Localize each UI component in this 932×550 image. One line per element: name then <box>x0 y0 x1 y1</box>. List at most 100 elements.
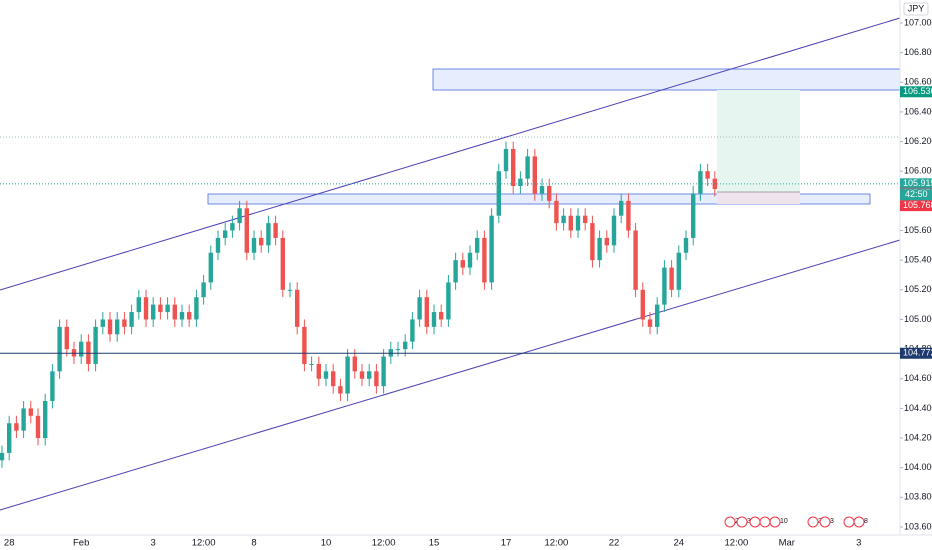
candle-body <box>619 200 624 216</box>
candle-body <box>345 356 350 394</box>
candle-body <box>539 186 545 194</box>
candle-body <box>359 371 365 379</box>
stop-area <box>717 192 800 204</box>
candle-body <box>165 304 170 313</box>
candle-body <box>410 319 415 342</box>
x-tick-label: 15 <box>429 538 440 549</box>
candle-body <box>503 148 509 172</box>
candle-body <box>374 371 379 387</box>
candle-body <box>151 304 156 320</box>
candle-body <box>676 252 681 290</box>
candle-body <box>302 326 307 364</box>
candle-body <box>79 341 84 357</box>
y-tick-label: 105.400 <box>904 255 932 265</box>
x-tick-label: 12:00 <box>725 538 749 549</box>
y-tick-label: 103.600 <box>904 521 932 531</box>
candle-body <box>215 237 221 253</box>
price-label-bg <box>900 200 932 212</box>
candle-body <box>403 341 408 350</box>
candle-body <box>467 252 473 268</box>
candle-body <box>237 208 242 224</box>
candle-body <box>395 349 401 351</box>
candle-body <box>626 200 631 231</box>
channel-lower <box>0 239 901 511</box>
resistance-zone <box>432 68 901 91</box>
countdown-bg <box>900 189 932 201</box>
candle-body <box>417 297 422 320</box>
price-label-bg <box>900 86 932 98</box>
candle-body <box>143 297 149 320</box>
candle-body <box>554 200 559 224</box>
target-area <box>717 90 800 192</box>
candle-body <box>316 363 321 379</box>
candle-body <box>43 400 48 439</box>
candle-body <box>0 452 5 461</box>
y-tick-label: 107.000 <box>904 17 932 27</box>
y-tick-label: 106.200 <box>904 136 932 146</box>
candle-body <box>280 237 285 290</box>
candle-body <box>244 208 249 253</box>
candle-body <box>259 237 264 246</box>
event-badge <box>853 516 865 528</box>
candle-body <box>14 423 19 431</box>
candle-body <box>64 326 69 350</box>
event-badge <box>724 516 736 528</box>
candle-body <box>122 319 127 327</box>
candle-body <box>187 312 192 320</box>
candle-body <box>446 282 451 320</box>
candle-body <box>431 312 437 327</box>
candle-body <box>496 171 501 216</box>
x-tick-label: 24 <box>674 538 685 549</box>
y-tick-label: 106.600 <box>904 77 932 87</box>
candle-body <box>575 215 581 231</box>
y-tick-label: 105.200 <box>904 284 932 294</box>
event-badge <box>769 516 781 528</box>
event-badge-label: 10 <box>780 518 788 525</box>
x-tick-label: Mar <box>779 538 795 549</box>
candle-body <box>647 319 653 327</box>
x-tick-label: 10 <box>321 538 332 549</box>
x-tick-label: 12:00 <box>192 538 216 549</box>
candle-body <box>100 319 105 327</box>
candle-body <box>547 186 552 201</box>
price-label: 105.915 <box>903 178 932 188</box>
candle-body <box>475 237 480 253</box>
event-badge <box>807 516 819 528</box>
x-tick-label: 12:00 <box>545 538 569 549</box>
y-tick-label: 104.200 <box>904 432 932 442</box>
candle-body <box>129 312 134 327</box>
candle-body <box>640 289 645 320</box>
candle-body <box>453 260 458 283</box>
candle-body <box>230 223 235 231</box>
candle-body <box>705 171 710 179</box>
candle-body <box>172 304 177 320</box>
event-badge <box>736 516 748 528</box>
candle-body <box>194 297 199 320</box>
y-tick-label: 105.600 <box>904 225 932 235</box>
candle-body <box>669 267 674 290</box>
y-tick-label: 105.000 <box>904 314 932 324</box>
candle-body <box>273 223 278 238</box>
candle-body <box>698 171 703 194</box>
candle-body <box>223 230 228 238</box>
candle-body <box>683 237 689 253</box>
candle-body <box>158 304 163 313</box>
y-tick-label: 103.800 <box>904 492 932 502</box>
candle-body <box>633 230 638 290</box>
candle-body <box>201 282 206 298</box>
candle-body <box>251 237 257 253</box>
candle-body <box>35 415 41 439</box>
x-tick-label: 3 <box>856 538 861 549</box>
candle-body <box>115 319 120 335</box>
candle-body <box>266 223 271 246</box>
event-badge-label: 3 <box>830 518 834 525</box>
x-tick-label: 12:00 <box>372 538 396 549</box>
price-label: 104.772 <box>903 348 932 358</box>
candle-body <box>107 319 113 335</box>
y-tick-label: 106.800 <box>904 47 932 57</box>
candle-body <box>518 178 523 187</box>
candle-body <box>424 297 429 327</box>
event-badge <box>749 516 761 528</box>
candle-body <box>489 215 494 283</box>
